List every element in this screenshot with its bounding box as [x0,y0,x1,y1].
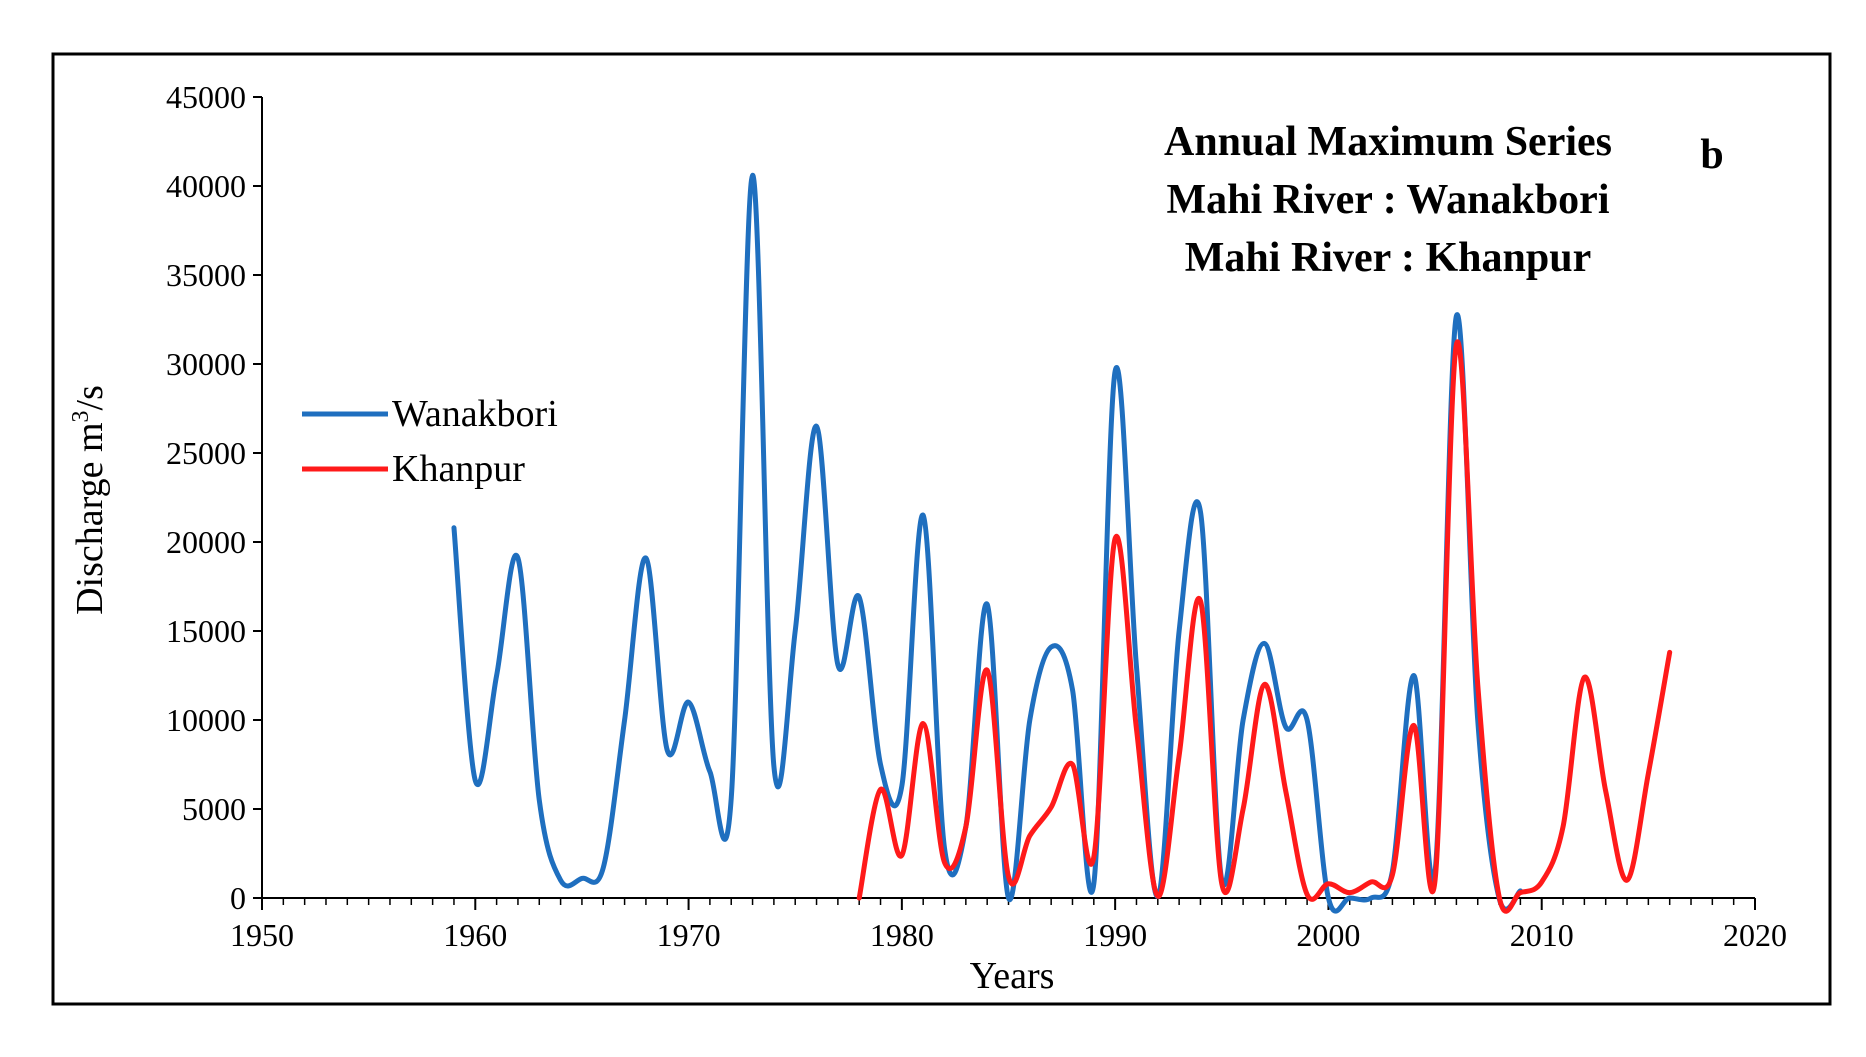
x-axis-title: Years [970,955,1055,997]
x-tick-label: 2020 [1723,917,1787,953]
x-tick-label: 1960 [443,917,507,953]
y-tick-label: 35000 [166,257,246,293]
legend-label-khanpur: Khanpur [392,448,525,490]
y-axis-title-main: Discharge m [69,422,111,614]
y-tick-label: 20000 [166,524,246,560]
title-line-2: Mahi River : Wanakbori [1167,177,1610,223]
y-tick-label: 15000 [166,613,246,649]
y-tick-label: 10000 [166,702,246,738]
legend-label-wanakbori: Wanakbori [392,393,558,435]
y-axis-title-suffix: /s [69,385,111,410]
x-tick-label: 2010 [1510,917,1574,953]
chart-title: Annual Maximum Series Mahi River : Wanak… [1164,119,1612,281]
panel-label: b [1700,132,1723,178]
y-tick-label: 40000 [166,168,246,204]
y-tick-label: 0 [230,880,246,916]
x-tick-label: 1990 [1083,917,1147,953]
x-tick-label: 2000 [1296,917,1360,953]
y-axis-title-sup: 3 [68,410,94,422]
y-tick-label: 5000 [182,791,246,827]
x-tick-label: 1950 [230,917,294,953]
title-line-3: Mahi River : Khanpur [1185,235,1591,281]
y-tick-label: 25000 [166,435,246,471]
title-line-1: Annual Maximum Series [1164,119,1612,165]
chart: 0 5000 10000 15000 20000 25000 30000 35000 40000… [0,0,1866,1057]
x-tick-label: 1980 [870,917,934,953]
y-tick-label: 45000 [166,79,246,115]
x-tick-label: 1970 [657,917,721,953]
y-tick-label: 30000 [166,346,246,382]
